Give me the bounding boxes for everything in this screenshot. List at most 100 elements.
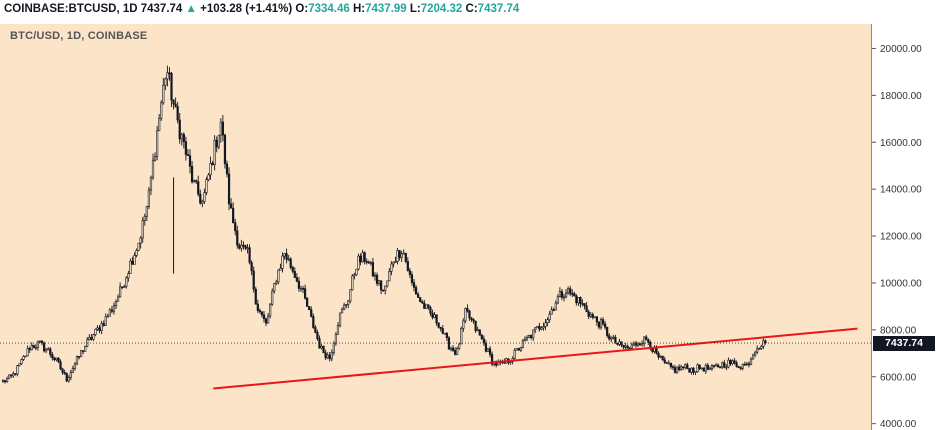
y-tick-label: 20000.00 — [880, 44, 922, 55]
candlestick-chart[interactable] — [0, 24, 872, 430]
candle-body — [266, 315, 270, 324]
candle-body — [100, 323, 103, 332]
candle-body — [638, 343, 642, 346]
candle-body — [258, 310, 261, 313]
candle-body — [162, 84, 165, 104]
candle-body — [240, 244, 243, 249]
candle-body — [593, 316, 596, 319]
candle-body — [702, 367, 705, 372]
candle-body — [375, 274, 379, 284]
candle-body — [301, 287, 305, 290]
candle-body — [65, 373, 68, 382]
price-axis-ticks: 4000.00 6000.00 8000.00 10000.00 12000.00 140… — [872, 44, 922, 430]
candle-body — [193, 180, 196, 183]
candle-body — [8, 374, 11, 379]
candle-body — [98, 327, 101, 332]
candle-body — [453, 350, 457, 355]
candle-body — [330, 352, 333, 360]
candle-body — [172, 99, 175, 105]
candle-body — [749, 358, 753, 366]
candle-body — [20, 359, 23, 365]
y-tick-label: 8000.00 — [880, 325, 917, 336]
candle-body — [106, 315, 109, 318]
trendline[interactable] — [213, 327, 858, 390]
candle-body — [28, 348, 31, 351]
candle-body — [433, 314, 436, 318]
high-value: 7437.99 — [365, 3, 407, 15]
candle-body — [696, 364, 699, 372]
candle-body — [673, 367, 677, 373]
candle-body — [314, 327, 317, 333]
candle-body — [714, 364, 718, 367]
candle-body — [390, 263, 393, 272]
candle-body — [114, 301, 118, 307]
candle-body — [209, 162, 212, 176]
candle-body — [227, 173, 231, 205]
candle-body — [525, 337, 529, 340]
candle-body — [306, 297, 309, 307]
up-arrow-icon: ▲ — [185, 3, 197, 15]
candle-body — [264, 318, 268, 324]
candle-body — [577, 297, 580, 304]
candle-body — [754, 351, 757, 356]
candle-body — [285, 253, 288, 260]
candle-body — [254, 288, 257, 305]
candle-body — [190, 166, 194, 183]
chart-pane[interactable]: BTC/USD, 1D, COINBASE — [0, 24, 872, 430]
candle-body — [445, 332, 448, 339]
candle-body — [384, 285, 387, 291]
candle-body — [347, 300, 350, 305]
candle-body — [186, 154, 190, 156]
candle-body — [410, 274, 414, 283]
candle-body — [158, 118, 161, 132]
change-value: +103.28 (+1.41%) — [200, 3, 293, 15]
candle-body — [567, 288, 570, 294]
candle-body — [349, 289, 352, 302]
candle-body — [634, 342, 638, 346]
candle-body — [36, 341, 40, 348]
candle-body — [22, 356, 25, 360]
candle-body — [42, 342, 46, 352]
candle-body — [671, 366, 675, 368]
candle-body — [729, 359, 732, 365]
candle-body — [402, 252, 405, 255]
candle-body — [466, 308, 469, 312]
candle-body — [587, 311, 590, 317]
candle-body — [417, 293, 420, 298]
candle-body — [32, 344, 35, 348]
candle-body — [669, 362, 672, 367]
candle-body — [423, 302, 426, 309]
y-tick-label: 16000.00 — [880, 138, 922, 149]
candle-body — [488, 348, 492, 355]
candle-body — [14, 373, 17, 375]
candle-body — [480, 334, 483, 340]
candle-body — [490, 354, 494, 365]
y-tick-label: 10000.00 — [880, 278, 922, 289]
candle-body — [388, 271, 391, 282]
candle-body — [429, 307, 432, 314]
candle-body — [108, 309, 111, 317]
candle-body — [289, 258, 292, 268]
candle-body — [400, 253, 403, 258]
symbol-header: COINBASE:BTCUSD, 1D 7437.74 ▲ +103.28 (+… — [0, 0, 936, 19]
price-axis[interactable]: 4000.00 6000.00 8000.00 10000.00 12000.00 140… — [872, 24, 936, 430]
low-value: 7204.32 — [420, 3, 463, 15]
candle-body — [558, 291, 562, 298]
candle-body — [431, 312, 434, 318]
candle-body — [441, 328, 444, 334]
candle-body — [704, 364, 707, 372]
candle-body — [61, 368, 64, 373]
high-label: H: — [352, 3, 366, 15]
candle-body — [143, 215, 146, 221]
candle-body — [610, 337, 613, 340]
candle-body — [608, 335, 611, 340]
candle-body — [77, 356, 81, 358]
candle-body — [684, 364, 687, 368]
candle-body — [223, 134, 227, 165]
candle-body — [365, 261, 368, 263]
candle-body — [700, 367, 703, 370]
candle-body — [371, 262, 375, 277]
candle-body — [63, 372, 66, 374]
candle-body — [213, 139, 216, 166]
candle-body — [75, 356, 79, 365]
